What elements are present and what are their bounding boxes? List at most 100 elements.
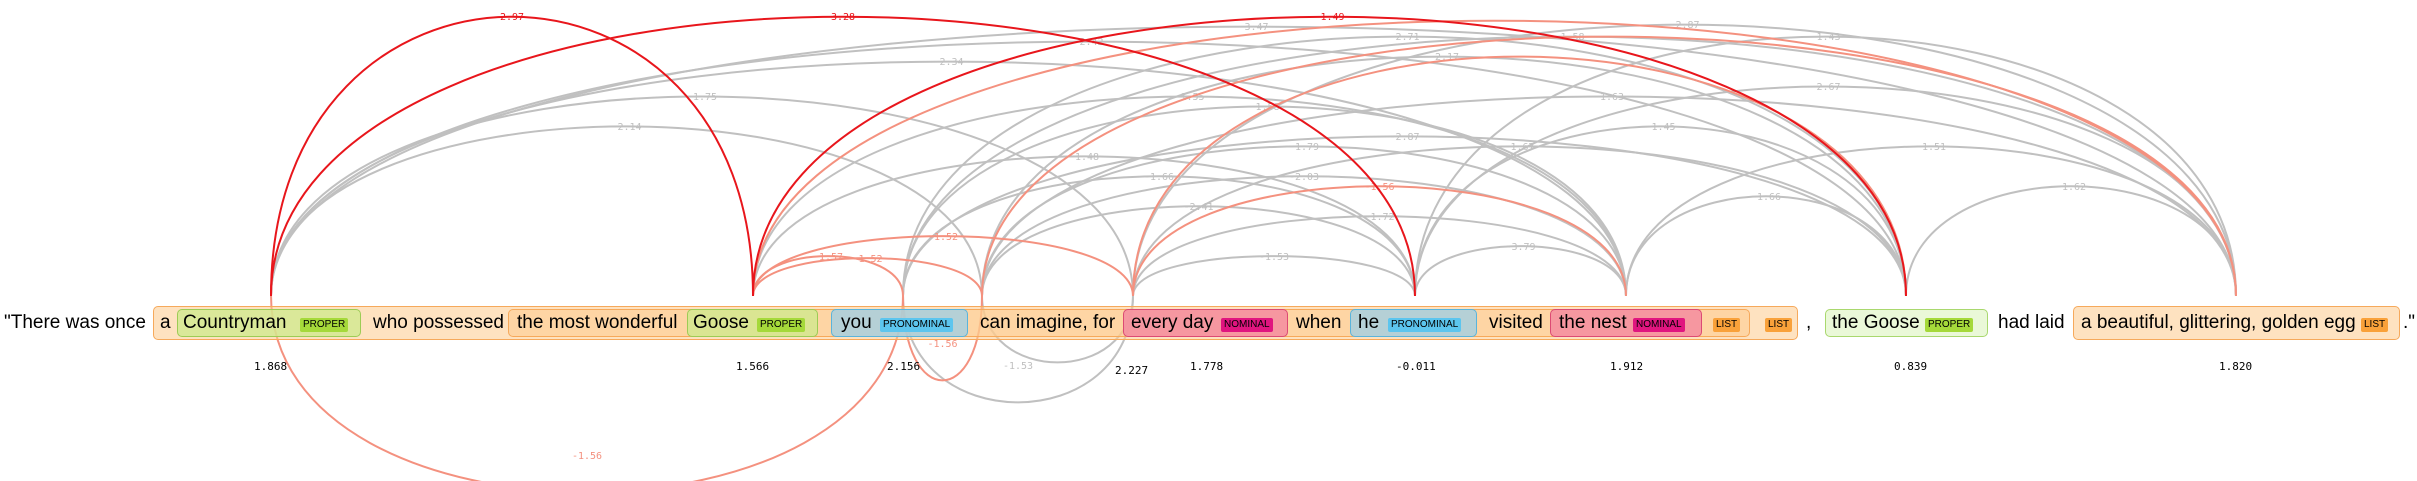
tag-pronominal-he: PRONOMINAL	[1388, 318, 1462, 332]
tag-nominal-every-day: NOMINAL	[1221, 318, 1273, 332]
arc-label: -3.47	[1238, 22, 1268, 33]
text-the-nest: the nest	[1559, 312, 1627, 333]
arc-label: -1.53	[1259, 252, 1289, 263]
text-who-possessed: who possessed	[373, 312, 504, 333]
tag-nominal-the-nest: NOMINAL	[1633, 318, 1685, 332]
score-goose: 1.566	[736, 360, 770, 373]
arc-label: -1.49	[1314, 12, 1344, 23]
arc-label: -1.57	[813, 252, 843, 263]
arc-every_day-the_goose[interactable]	[1132, 55, 1907, 297]
tag-proper-goose: PROPER	[757, 318, 806, 332]
text-golden-egg: a beautiful, glittering, golden egg	[2081, 312, 2356, 333]
arc-label: -3.79	[1505, 242, 1535, 253]
arc-label: -1.75	[687, 92, 717, 103]
arc-every_day-the_goose[interactable]	[1132, 145, 1907, 297]
arc-goose-every_day[interactable]	[752, 235, 1134, 297]
score-countryman: 1.868	[254, 360, 288, 373]
text-he: he	[1358, 312, 1380, 333]
arc-countryman-every_day[interactable]	[270, 95, 1134, 297]
arc-label: -1.43	[1810, 32, 1840, 43]
arc-label: -1.51	[1916, 142, 1946, 153]
arc-countryman-he[interactable]	[270, 15, 1416, 297]
arc-every_day-the_nest[interactable]	[1132, 215, 1627, 297]
arc-goose-can_imagine[interactable]	[752, 257, 983, 297]
arc-goose-the_goose[interactable]	[752, 15, 1907, 297]
arc-label: -1.63	[1594, 92, 1624, 103]
text-countryman: Countryman	[183, 312, 287, 333]
arc-every_day-the_nest[interactable]	[1132, 185, 1627, 297]
score-he: -0.011	[1396, 360, 1436, 373]
arc-label: -2.14	[611, 122, 641, 133]
arc-every_day-he[interactable]	[1132, 255, 1416, 297]
text-visited: visited	[1489, 312, 1543, 333]
arc-label: -1.67	[1504, 142, 1534, 153]
score-the-nest: 1.912	[1610, 360, 1644, 373]
tag-list-egg: LIST	[2361, 318, 2389, 332]
arc-label: -2.34	[933, 57, 963, 68]
text-had-laid: had laid	[1998, 312, 2065, 333]
score-can-imagine: 2.227	[1115, 364, 1149, 377]
tag-proper-the-goose: PROPER	[1925, 318, 1974, 332]
arc-you-the_goose[interactable]	[902, 135, 1907, 297]
tag-list-inner: LIST	[1713, 318, 1741, 332]
arc-label: -1.62	[2056, 182, 2086, 193]
arc-can_imagine-the_goose[interactable]	[981, 55, 1907, 297]
arc-label: -2.87	[1669, 20, 1699, 31]
text-can-imagine: can imagine, for	[980, 312, 1116, 333]
arc-label: -1.66	[1144, 172, 1174, 183]
arc-label: -1.58	[1249, 102, 1279, 113]
arc-you-every_day[interactable]	[902, 294, 1134, 404]
arc-you-the_goose[interactable]	[902, 35, 1907, 297]
arc-the_nest-golden_egg[interactable]	[1625, 145, 2237, 297]
arc-label: 3.28	[831, 12, 855, 23]
arc-can_imagine-golden_egg[interactable]	[981, 35, 2237, 297]
text-a: a	[160, 312, 171, 333]
arc-label: -1.79	[1289, 142, 1319, 153]
arc-can_imagine-golden_egg[interactable]	[981, 95, 2237, 297]
arc-countryman-you[interactable]	[270, 294, 904, 481]
list-span-egg[interactable]	[2073, 306, 2400, 340]
arc-goose-he[interactable]	[752, 155, 1416, 297]
tag-list-outer: LIST	[1765, 318, 1793, 332]
arc-label: -1.56	[572, 451, 602, 462]
arc-label: -1.72	[1364, 212, 1394, 223]
score-you: 2.156	[887, 360, 921, 373]
arc-goose-golden_egg[interactable]	[752, 19, 2237, 297]
score-every-day: 1.778	[1190, 360, 1224, 373]
score-the-goose: 0.839	[1894, 360, 1928, 373]
arc-label: -2.42	[1073, 37, 1103, 48]
arc-label: -2.87	[1389, 132, 1419, 143]
arc-label: -1.53	[1003, 361, 1033, 372]
arc-label: 2.97	[500, 12, 524, 23]
arc-every_day-golden_egg[interactable]	[1132, 23, 2237, 297]
arc-the_nest-the_goose[interactable]	[1625, 195, 1907, 297]
arc-can_imagine-the_nest[interactable]	[981, 175, 1627, 297]
text-goose: Goose	[693, 312, 749, 333]
arc-he-the_nest[interactable]	[1414, 245, 1627, 297]
arc-label: -1.56	[927, 339, 957, 350]
arc-label: -1.45	[1645, 122, 1675, 133]
text-you: you	[841, 312, 872, 333]
arc-label: -1.56	[1364, 182, 1394, 193]
arc-label: -1.66	[1751, 192, 1781, 203]
arc-goose-the_nest[interactable]	[752, 95, 1627, 297]
arc-countryman-goose[interactable]	[270, 15, 754, 297]
arc-label: -2.03	[1289, 172, 1319, 183]
arc-label: -1.52	[852, 254, 882, 265]
text-quote-close: ."	[2403, 312, 2416, 333]
arc-he-golden_egg[interactable]	[1414, 35, 2237, 297]
arc-label: -1.52	[928, 232, 958, 243]
arc-label: -2.67	[1810, 82, 1840, 93]
text-most-wonderful: the most wonderful	[517, 312, 678, 333]
tag-proper-countryman: PROPER	[300, 318, 349, 332]
arc-you-the_nest[interactable]	[902, 105, 1627, 297]
arc-countryman-golden_egg[interactable]	[270, 25, 2237, 297]
arc-can_imagine-he[interactable]	[981, 205, 1416, 297]
text-when: when	[1296, 312, 1342, 333]
sentence-row: "There was once a Countryman PROPER who …	[0, 306, 2417, 340]
arc-label: -2.17	[1429, 52, 1459, 63]
text-there-was-once: "There was once	[4, 312, 146, 333]
arc-label: -1.48	[1069, 152, 1099, 163]
score-golden-egg: 1.820	[2219, 360, 2253, 373]
